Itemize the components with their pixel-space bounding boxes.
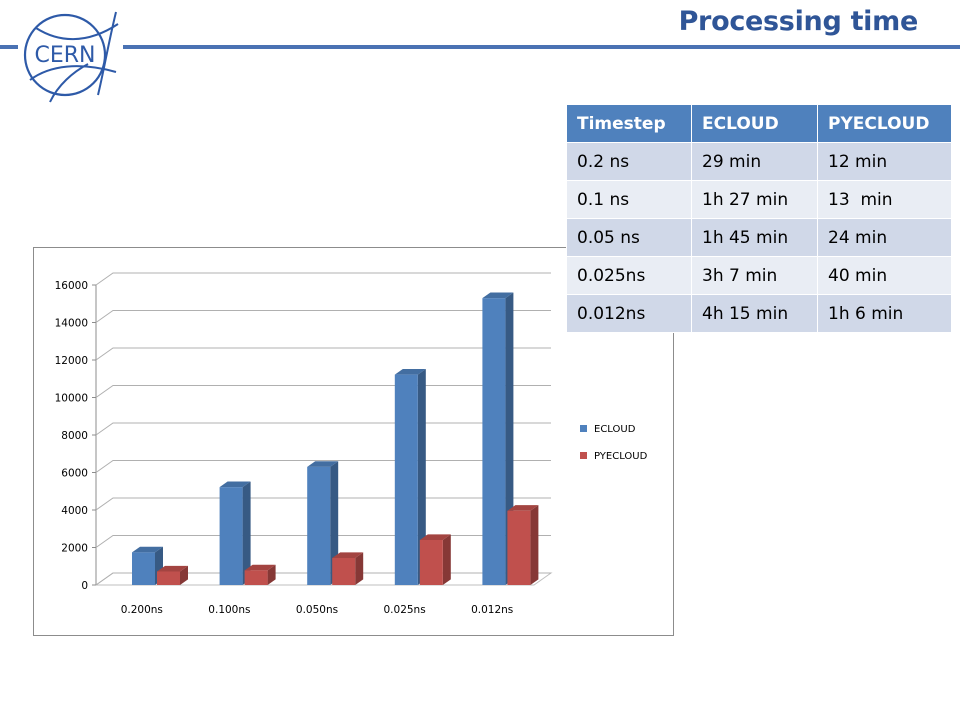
bar-ecloud-0.050ns xyxy=(307,461,339,585)
processing-time-table: Timestep ECLOUD PYECLOUD 0.2 ns 29 min 1… xyxy=(566,104,952,333)
bar-pyecloud-0.050ns xyxy=(332,552,364,585)
legend: ECLOUD PYECLOUD xyxy=(580,424,648,462)
bar-top xyxy=(507,505,539,511)
legend-swatch xyxy=(580,425,587,432)
bar-pyecloud-0.025ns xyxy=(419,534,451,585)
slide-title: Processing time xyxy=(678,6,919,37)
cell-ecloud: 29 min xyxy=(691,142,818,181)
y-tick-label: 8000 xyxy=(61,430,88,442)
x-tick-labels: 0.200ns 0.100ns 0.050ns 0.025ns 0.012ns xyxy=(121,604,514,616)
y-tick-labels: 0 2000 4000 6000 8000 10000 12000 14000 16000 xyxy=(55,280,88,592)
bar-side xyxy=(417,369,426,585)
header-pyecloud: PYECLOUD xyxy=(817,104,952,143)
bar-side xyxy=(330,461,339,585)
x-tick-label: 0.012ns xyxy=(471,604,513,616)
bar-side xyxy=(530,505,539,585)
bar-pyecloud-0.200ns xyxy=(157,565,188,585)
cell-timestep: 0.025ns xyxy=(566,256,692,295)
header-rule-left xyxy=(0,45,22,49)
bar-ecloud-0.025ns xyxy=(394,369,426,585)
cell-pyecloud: 1h 6 min xyxy=(817,294,952,333)
bar-top xyxy=(394,369,426,375)
cell-timestep: 0.1 ns xyxy=(566,180,692,219)
bar-front xyxy=(219,487,243,585)
bar-ecloud-0.100ns xyxy=(219,481,251,585)
gridline xyxy=(95,272,551,286)
bar-front xyxy=(507,510,531,585)
cell-pyecloud: 24 min xyxy=(817,218,952,257)
x-tick-label: 0.050ns xyxy=(296,604,338,616)
cell-ecloud: 3h 7 min xyxy=(691,256,818,295)
table-row: 0.025ns 3h 7 min 40 min xyxy=(566,256,952,295)
x-tick-label: 0.025ns xyxy=(384,604,426,616)
bar-side xyxy=(242,481,251,585)
y-tick-label: 12000 xyxy=(55,355,88,367)
bar-chart: 0 2000 4000 6000 8000 10000 12000 14000 16000 0.2… xyxy=(33,247,674,636)
bar-front xyxy=(394,374,418,585)
table-row: 0.05 ns 1h 45 min 24 min xyxy=(566,218,952,257)
y-tick-label: 4000 xyxy=(61,505,88,517)
bar-front xyxy=(307,466,331,585)
bar-top xyxy=(307,461,339,467)
chart-svg: 0 2000 4000 6000 8000 10000 12000 14000 16000 0.2… xyxy=(55,272,648,616)
cell-pyecloud: 13 min xyxy=(817,180,952,219)
cell-timestep: 0.012ns xyxy=(566,294,692,333)
bars xyxy=(132,292,539,585)
table-row: 0.012ns 4h 15 min 1h 6 min xyxy=(566,294,952,333)
bar-top xyxy=(332,552,364,558)
bar-front xyxy=(482,298,506,585)
bar-front xyxy=(244,570,268,585)
gridline xyxy=(95,347,551,361)
bar-side xyxy=(180,565,188,585)
legend-label: PYECLOUD xyxy=(594,451,648,462)
legend-swatch xyxy=(580,452,587,459)
x-tick-label: 0.200ns xyxy=(121,604,163,616)
cell-timestep: 0.2 ns xyxy=(566,142,692,181)
cell-ecloud: 4h 15 min xyxy=(691,294,818,333)
y-tick-label: 0 xyxy=(81,580,88,592)
bar-top xyxy=(244,564,276,571)
table-header-row: Timestep ECLOUD PYECLOUD xyxy=(566,104,952,143)
bar-side xyxy=(267,564,276,585)
y-tick-label: 14000 xyxy=(55,318,88,330)
y-tick-label: 2000 xyxy=(61,543,88,555)
cell-ecloud: 1h 27 min xyxy=(691,180,818,219)
header-ecloud: ECLOUD xyxy=(691,104,818,143)
bar-top xyxy=(157,565,188,572)
header-timestep: Timestep xyxy=(566,104,692,143)
gridline xyxy=(95,310,551,323)
table-row: 0.2 ns 29 min 12 min xyxy=(566,142,952,181)
bar-front xyxy=(332,558,356,585)
bar-front xyxy=(419,540,443,585)
bar-front xyxy=(132,552,155,585)
svg-text:CERN: CERN xyxy=(34,43,95,68)
table-row: 0.1 ns 1h 27 min 13 min xyxy=(566,180,952,219)
bar-side xyxy=(442,534,451,585)
bar-top xyxy=(482,292,514,299)
bar-top xyxy=(419,534,451,540)
bar-front xyxy=(157,571,180,585)
cell-timestep: 0.05 ns xyxy=(566,218,692,257)
y-tick-label: 10000 xyxy=(55,393,88,405)
bar-pyecloud-0.012ns xyxy=(507,505,539,585)
header-rule-right xyxy=(122,45,960,49)
cell-pyecloud: 40 min xyxy=(817,256,952,295)
legend-label: ECLOUD xyxy=(594,424,636,435)
y-tick-label: 6000 xyxy=(61,468,88,480)
cell-ecloud: 1h 45 min xyxy=(691,218,818,257)
bar-top xyxy=(132,546,163,553)
bar-side xyxy=(355,552,364,585)
x-tick-label: 0.100ns xyxy=(208,604,250,616)
cell-pyecloud: 12 min xyxy=(817,142,952,181)
bar-top xyxy=(219,481,251,488)
cern-logo: CERN xyxy=(18,10,123,105)
y-tick-label: 16000 xyxy=(55,280,88,292)
bar-pyecloud-0.100ns xyxy=(244,564,276,585)
